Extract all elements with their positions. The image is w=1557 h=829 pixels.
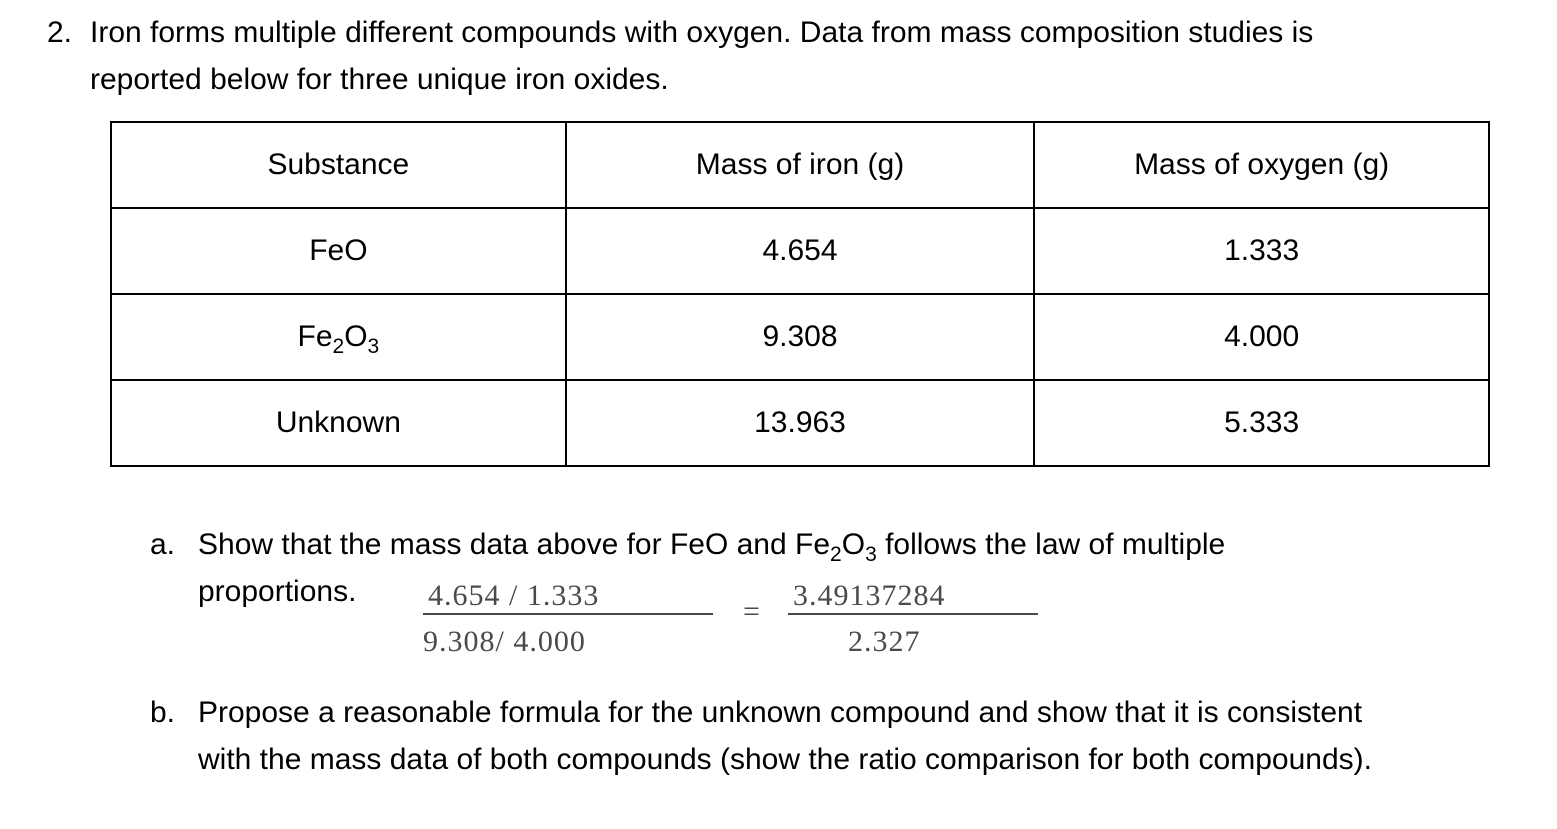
col-header-substance: Substance [111, 122, 566, 208]
cell-iron: 4.654 [566, 208, 1035, 294]
subpart-b-label: b. [150, 690, 180, 735]
subpart-a-text-3: proportions. [198, 575, 356, 608]
subpart-a-label: a. [150, 522, 180, 567]
cell-oxygen: 4.000 [1034, 294, 1489, 380]
cell-iron: 13.963 [566, 380, 1035, 466]
table-row: Fe2O3 9.308 4.000 [111, 294, 1489, 380]
subpart-a-formula: Fe2O3 [795, 528, 877, 561]
col-header-oxygen: Mass of oxygen (g) [1034, 122, 1489, 208]
cell-substance-feo: FeO [111, 208, 566, 294]
hand-frac2-line [788, 613, 1038, 615]
cell-iron: 9.308 [566, 294, 1035, 380]
table-header-row: Substance Mass of iron (g) Mass of oxyge… [111, 122, 1489, 208]
cell-substance-unknown: Unknown [111, 380, 566, 466]
question-number: 2. [40, 10, 72, 55]
subpart-a-text-2: follows the law of multiple [877, 528, 1226, 561]
hand-equals: = [743, 589, 761, 636]
cell-oxygen: 5.333 [1034, 380, 1489, 466]
subpart-b-line2: with the mass data of both compounds (sh… [198, 743, 1372, 776]
subpart-a-text-1: Show that the mass data above for FeO an… [198, 528, 795, 561]
col-header-iron: Mass of iron (g) [566, 122, 1035, 208]
hand-frac1-line [423, 613, 713, 615]
table-row: Unknown 13.963 5.333 [111, 380, 1489, 466]
handwritten-work: 4.654 / 1.333 9.308/ 4.000 = 3.49137284 … [198, 615, 1497, 710]
hand-frac1-den: 9.308/ 4.000 [423, 619, 586, 666]
cell-oxygen: 1.333 [1034, 208, 1489, 294]
subpart-a-body: Show that the mass data above for FeO an… [198, 522, 1497, 710]
prompt-line-1: Iron forms multiple different compounds … [90, 16, 1313, 49]
subpart-a: a. Show that the mass data above for FeO… [150, 522, 1497, 710]
prompt-line-2: reported below for three unique iron oxi… [90, 63, 669, 96]
cell-substance-fe2o3: Fe2O3 [111, 294, 566, 380]
table-row: FeO 4.654 1.333 [111, 208, 1489, 294]
data-table: Substance Mass of iron (g) Mass of oxyge… [110, 121, 1490, 467]
hand-frac2-den: 2.327 [848, 619, 921, 666]
question-prompt: Iron forms multiple different compounds … [90, 10, 1497, 103]
